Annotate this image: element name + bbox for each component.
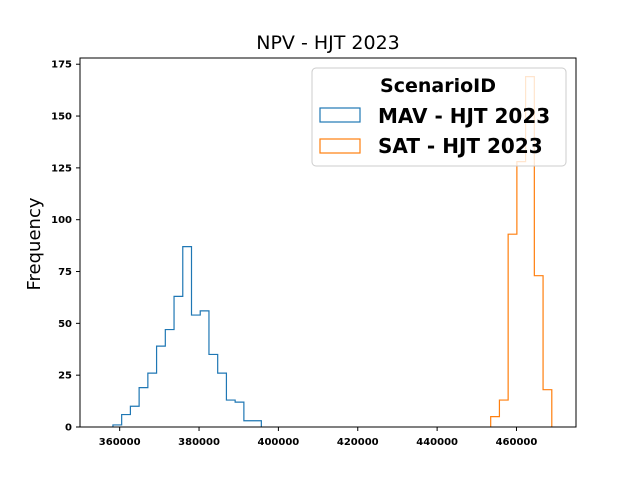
x-tick-label: 400000 (258, 437, 300, 448)
series-mav (112, 246, 262, 427)
x-tick-label: 380000 (178, 437, 220, 448)
legend-frame (311, 67, 567, 167)
histogram-bin (192, 315, 201, 427)
x-tick-label: 460000 (496, 437, 538, 448)
y-tick-label: 150 (51, 112, 72, 123)
histogram-bin (244, 421, 253, 427)
histogram-bin (200, 311, 209, 427)
y-axis-ticks: 0 25 50 75 100 125 150 175 (51, 60, 80, 434)
histogram-bin (543, 390, 552, 427)
histogram-bin (491, 417, 500, 427)
y-tick-label: 25 (58, 371, 72, 382)
plot-frame (79, 57, 577, 428)
y-tick-label: 175 (51, 60, 72, 71)
legend-swatch-sat (319, 138, 361, 154)
legend: ScenarioID MAV - HJT 2023 SAT - HJT 2023 (311, 67, 567, 167)
histogram-step-outline (112, 246, 262, 427)
y-tick-label: 50 (58, 319, 72, 330)
y-tick-label: 100 (51, 215, 72, 226)
x-tick-label: 420000 (337, 437, 379, 448)
x-tick-label: 360000 (99, 437, 141, 448)
legend-swatch-mav (319, 107, 361, 123)
y-tick-label: 75 (58, 267, 72, 278)
legend-label-sat: SAT - HJT 2023 (378, 134, 543, 158)
histogram-bin (218, 373, 227, 427)
y-tick-label: 0 (65, 423, 72, 434)
y-tick-label: 125 (51, 163, 72, 174)
legend-label-mav: MAV - HJT 2023 (378, 104, 550, 128)
y-axis-label: Frequency (24, 197, 45, 290)
histogram-bin (517, 162, 526, 427)
histogram-bin (499, 400, 508, 427)
legend-title: ScenarioID (380, 75, 496, 97)
histogram-bin (253, 421, 262, 427)
histogram-bin (508, 234, 517, 427)
histogram-bin (209, 354, 218, 427)
histogram-bin (183, 247, 192, 427)
histogram-bin (148, 373, 157, 427)
histogram-bin (157, 346, 166, 427)
histogram-bin (130, 406, 139, 427)
histogram-bin (226, 400, 235, 427)
chart-title: NPV - HJT 2023 (256, 32, 400, 54)
histogram-bin (534, 276, 543, 427)
histogram-bin (139, 388, 148, 427)
histogram-bin (122, 415, 131, 427)
x-tick-label: 440000 (416, 437, 458, 448)
histogram-bin (174, 296, 183, 427)
x-axis-ticks: 360000 380000 400000 420000 440000 460000 (99, 427, 538, 448)
histogram-bin (165, 330, 174, 427)
histogram-bin (235, 402, 244, 427)
